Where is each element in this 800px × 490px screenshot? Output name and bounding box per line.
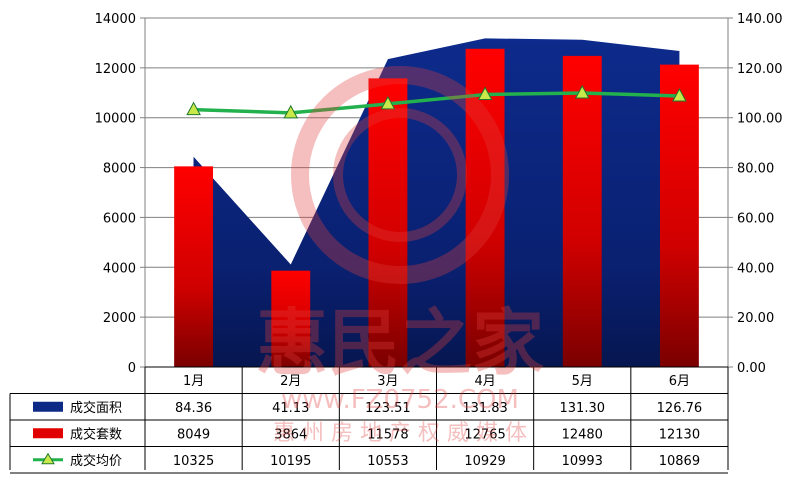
table-cell-value: 12130 <box>659 427 700 442</box>
table-cell-value: 10869 <box>659 454 700 469</box>
table-cell-value: 10553 <box>367 454 408 469</box>
line-point-marker <box>574 84 590 99</box>
legend-series-name: 成交套数 <box>70 426 122 442</box>
table-cell-value: 84.36 <box>175 401 212 416</box>
x-category-label: 5月 <box>572 374 593 389</box>
x-category-label: 4月 <box>474 374 495 389</box>
bar-series-layer <box>174 48 699 368</box>
table-cell-value: 131.30 <box>560 401 606 416</box>
axes: 0 0.00 2000 20.00 4000 40.00 6000 60.00 8000 80.0… <box>95 12 783 376</box>
bar <box>465 48 505 368</box>
bar <box>562 55 602 368</box>
watermark-url: www.FZ0752.COM <box>281 385 519 415</box>
table-cell-value: 126.76 <box>657 401 703 416</box>
y-left-tick-label: 14000 <box>95 12 136 27</box>
x-category-label: 3月 <box>377 374 398 389</box>
table-cell-value: 10195 <box>270 454 311 469</box>
line-series-layer <box>186 84 687 119</box>
area-series-layer <box>190 38 680 368</box>
y-left-tick-label: 4000 <box>103 261 136 276</box>
y-right-tick-label: 80.00 <box>737 162 774 177</box>
area-series-fill <box>190 38 680 368</box>
watermark-title: 惠民之家 <box>256 301 544 385</box>
y-right-tick-label: 20.00 <box>737 311 774 326</box>
legend-key-bar <box>33 428 63 439</box>
y-right-tick-label: 120.00 <box>737 62 783 77</box>
legend-key-area <box>33 401 63 412</box>
x-category-label: 1月 <box>183 374 204 389</box>
watermark-subtitle: 惠 州 房 地 产 权 威 媒 体 <box>273 421 527 446</box>
line-point-marker <box>380 95 396 110</box>
x-category-label: 2月 <box>280 374 301 389</box>
table-cell-value: 41.13 <box>272 401 309 416</box>
legend-series-name: 成交均价 <box>70 453 122 469</box>
y-left-tick-label: 6000 <box>103 211 136 226</box>
y-right-tick-label: 40.00 <box>737 261 774 276</box>
bar <box>368 78 408 367</box>
table-cell-value: 10993 <box>562 454 603 469</box>
bar <box>659 64 699 368</box>
y-left-tick-label: 8000 <box>103 162 136 177</box>
table-cell-value: 8049 <box>177 427 210 442</box>
y-right-tick-label: 140.00 <box>737 12 783 27</box>
table-cell-value: 10325 <box>173 454 214 469</box>
table-cell-value: 12765 <box>464 427 505 442</box>
line-point-marker <box>283 104 299 119</box>
watermark-seal-inner <box>333 108 467 242</box>
watermark-seal <box>291 66 509 284</box>
line-point-marker <box>186 101 201 116</box>
table-cell-value: 3864 <box>274 427 307 442</box>
y-right-tick-label: 0.00 <box>737 361 766 376</box>
table-cell-value: 10929 <box>464 454 505 469</box>
y-left-tick-label: 2000 <box>103 311 136 326</box>
legend-key-marker <box>41 452 55 465</box>
y-left-tick-label: 10000 <box>95 112 136 127</box>
table-cell-value: 131.83 <box>462 401 508 416</box>
y-left-tick-label: 12000 <box>95 62 136 77</box>
line-point-marker <box>477 86 493 101</box>
y-left-tick-label: 0 <box>128 361 136 376</box>
y-right-tick-label: 60.00 <box>737 211 774 226</box>
line-series-path <box>193 91 680 115</box>
legend-series-name: 成交面积 <box>70 400 122 416</box>
bar <box>271 270 311 367</box>
table-cell-value: 12480 <box>562 427 603 442</box>
line-point-marker <box>672 88 687 102</box>
watermark: 惠民之家 www.FZ0752.COM 惠 州 房 地 产 权 威 媒 体 <box>256 66 544 446</box>
x-category-label: 6月 <box>669 374 690 389</box>
table-cell-value: 11578 <box>367 427 408 442</box>
bar <box>174 166 214 367</box>
table-cell-value: 123.51 <box>365 401 411 416</box>
y-right-tick-label: 100.00 <box>737 112 783 127</box>
